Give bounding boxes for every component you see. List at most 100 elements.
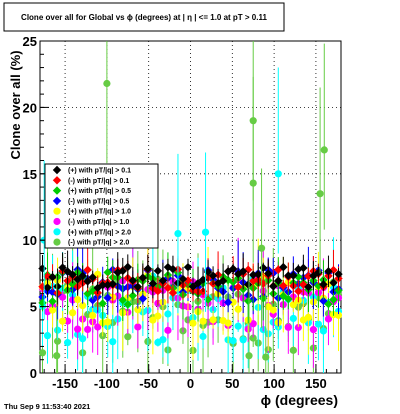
data-point [158,276,168,285]
legend-marker [53,207,61,215]
data-point [223,275,233,285]
outlier-point [53,352,61,360]
data-point [134,306,142,314]
data-point [269,306,277,314]
data-series [38,41,343,373]
data-point [249,270,258,280]
data-point [159,336,167,344]
data-point [48,272,57,282]
data-point [294,323,302,332]
data-point [284,323,292,331]
data-point [224,319,232,327]
outlier-point [174,229,182,238]
data-point [324,267,333,276]
data-point [69,309,77,317]
legend-label: (-) with pT/|q| > 0.5 [68,198,129,205]
outlier-points [40,41,328,373]
data-point [43,283,52,292]
data-point [238,267,248,276]
legend: (+) with pT/|q| > 0.1 (-) with pT/|q| > 0… [44,163,159,249]
data-point [88,296,97,305]
data-point [229,337,237,345]
data-point [164,326,172,334]
data-point [168,264,178,274]
data-point [78,271,87,281]
data-point [324,315,333,323]
data-point [228,277,238,287]
data-point [133,282,143,292]
data-point [193,278,203,288]
legend-marker [52,186,62,195]
data-point [228,264,238,274]
legend-marker [53,238,61,246]
data-point [83,265,92,275]
data-point [109,338,117,346]
outlier-point [320,146,328,154]
data-point [284,271,293,280]
data-point [334,311,343,319]
data-point [94,270,102,278]
data-point [118,295,127,305]
data-point [324,299,333,309]
data-point [94,323,102,331]
data-point [223,267,233,276]
data-point [108,279,117,289]
chart-title-box [3,2,285,32]
data-point [103,293,112,303]
data-point [124,333,132,341]
y-tick-label: 15 [23,167,37,182]
data-point [289,301,297,309]
date-stamp: Thu Sep 9 11:53:40 2021 [4,402,90,411]
legend-marker [52,176,62,185]
data-point [183,262,193,272]
data-point [233,282,243,292]
data-point [123,300,132,309]
data-point [279,262,288,272]
data-point [73,275,82,284]
legend-marker [52,165,62,175]
data-point [88,273,97,282]
data-point [148,279,158,288]
data-point [53,282,62,291]
x-tick-label: -100 [94,376,120,391]
data-point [199,332,207,341]
data-point [53,337,62,345]
y-tick-label: 20 [23,100,37,115]
data-point [314,320,323,328]
data-point [48,297,57,306]
data-point [199,317,207,325]
data-point [334,286,343,295]
data-point [178,274,188,284]
data-point [128,276,138,285]
data-point [264,269,273,278]
outlier-point [249,179,257,187]
data-point [103,268,112,277]
data-point [134,323,142,331]
data-point [153,286,163,296]
legend-label: (+) with pT/|q| > 0.5 [68,188,131,195]
data-point [269,282,278,291]
data-point [93,283,102,293]
data-point [289,314,297,323]
data-point [304,282,313,292]
chart-title: Clone over all for Global vs ϕ (degrees)… [21,13,267,22]
data-point [138,273,148,282]
data-point [123,262,132,272]
data-point [118,266,127,276]
data-point [284,294,293,304]
y-tick-label: 10 [23,233,37,248]
data-point [218,276,228,286]
data-point [74,296,82,304]
data-point [74,325,82,333]
data-point [98,299,107,308]
data-point [294,287,303,296]
data-point [53,326,62,334]
data-point [239,336,247,344]
data-point [98,280,107,290]
data-point [83,277,92,286]
x-tick-label: -50 [139,376,158,391]
data-point [128,291,138,300]
outlier-point [245,352,253,360]
data-point [89,311,97,320]
data-point [43,332,52,340]
